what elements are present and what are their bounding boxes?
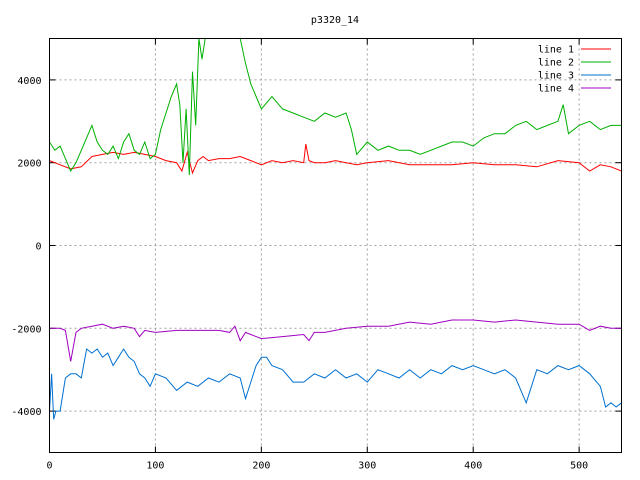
- series-lines: [49, 38, 622, 420]
- x-tick-label: 0: [46, 461, 52, 472]
- x-tick-label: 300: [358, 461, 376, 472]
- series-line-line-1: [49, 144, 622, 175]
- y-tick-label: 2000: [17, 159, 41, 170]
- grid: [49, 38, 622, 453]
- y-tick-label: -2000: [11, 324, 41, 335]
- plot-frame: [49, 38, 622, 453]
- y-tick-label: 0: [35, 242, 41, 253]
- chart-title: p3320_14: [311, 15, 359, 26]
- series-line-line-2: [49, 38, 622, 176]
- y-tick-label: 4000: [17, 76, 41, 87]
- x-tick-label: 400: [464, 461, 482, 472]
- series-line-line-3: [49, 348, 622, 420]
- x-tick-label: 200: [252, 461, 270, 472]
- x-tick-label: 100: [146, 461, 164, 472]
- legend-label: line 3: [538, 71, 574, 82]
- legend: line 1 line 2 line 3 line 4: [538, 45, 611, 95]
- legend-label: line 4: [538, 84, 574, 95]
- axis-ticks: 0 100 200 300 400 500 -4000 -2000 0 2000 4000: [11, 38, 622, 472]
- y-tick-label: -4000: [11, 407, 41, 418]
- legend-label: line 2: [538, 58, 574, 69]
- series-line-line-4: [49, 319, 622, 362]
- x-tick-label: 500: [570, 461, 588, 472]
- legend-label: line 1: [538, 45, 574, 56]
